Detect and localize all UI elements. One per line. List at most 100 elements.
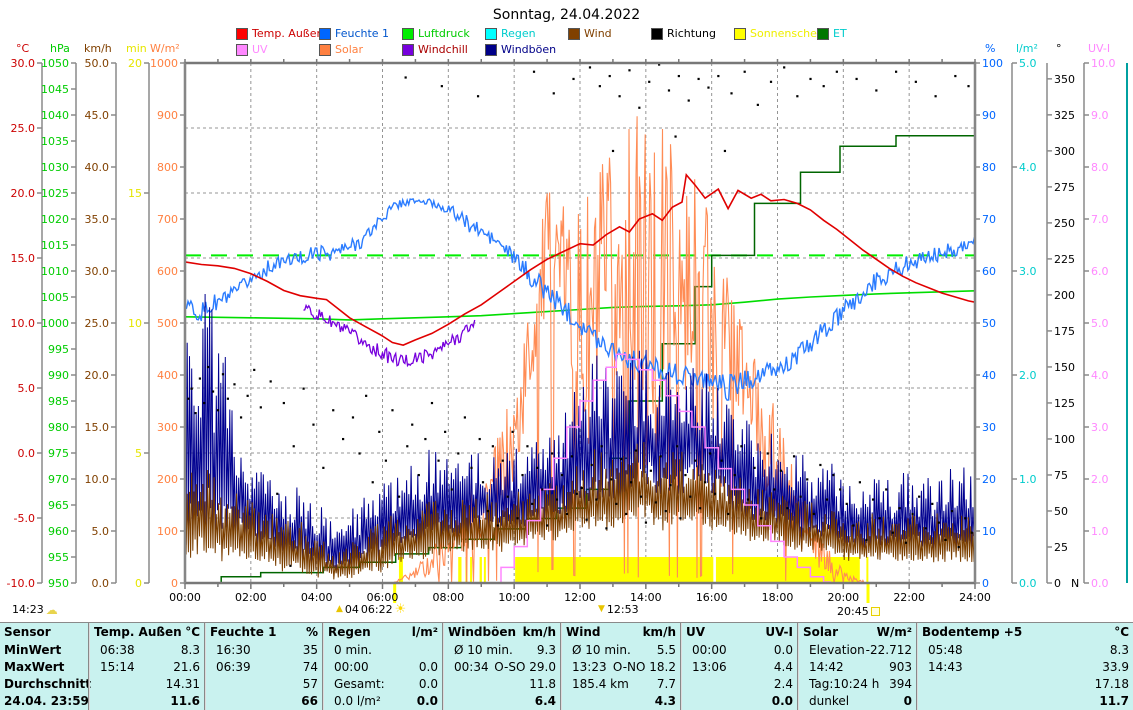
axis-tick-label: 50: [1054, 505, 1068, 518]
axis-unit-Wm: W/m²: [150, 42, 180, 55]
axis-tick-label: 5.0: [18, 382, 36, 395]
legend-item-et: ET: [817, 27, 847, 40]
axis-tick-label: 800: [157, 161, 178, 174]
axis-tick-label: 950: [48, 577, 69, 590]
axis-tick-label: 20.0: [11, 187, 36, 200]
axis-tick-label: 0: [982, 577, 989, 590]
axis-tick-label: 980: [48, 421, 69, 434]
legend-swatch-icon: [734, 27, 746, 40]
legend-label: Wind: [584, 27, 612, 40]
legend-label: Feuchte 1: [335, 27, 390, 40]
legend-item-solar: Solar: [319, 43, 363, 56]
page-title: Sonntag, 24.04.2022: [492, 7, 641, 23]
table-cell-row: 17.18: [1094, 677, 1129, 691]
axis-tick-label: 970: [48, 473, 69, 486]
table-row-label: Durchschnitt: [4, 677, 92, 691]
legend-swatch-icon: [319, 43, 331, 56]
axis-unit-°C: °C: [16, 42, 30, 55]
axis-tick-label: 35.0: [85, 213, 110, 226]
axis-tick-label: 80: [982, 161, 996, 174]
table-cell-row: 11.7: [1099, 694, 1129, 708]
axis-tick-label: 9.0: [1091, 109, 1109, 122]
sun-noon-annotation: ▼ 12:53: [598, 603, 639, 616]
table-cell-row: 06:39 74: [216, 660, 318, 674]
axis-tick-label: 0.0: [18, 447, 36, 460]
axis-tick-label: 1010: [41, 265, 69, 278]
axis-tick-label: 100: [982, 57, 1003, 70]
table-cell-row: 185.4 km 7.7: [572, 677, 676, 691]
axis-tick-label: 5.0: [1019, 57, 1037, 70]
x-tick-label: 02:00: [235, 591, 267, 604]
table-cell-row: 2.4: [773, 677, 793, 691]
axis-tick-label: 960: [48, 525, 69, 538]
axis-tick-label: 300: [157, 421, 178, 434]
axis-tick-label: 175: [1054, 325, 1075, 338]
table-cell-row: 13:23 O-NO 18.2: [572, 660, 676, 674]
axis-tick-label: 350: [1054, 73, 1075, 86]
table-cell-row: 13:06 4.4: [692, 660, 793, 674]
sunset-square-icon: [870, 607, 880, 616]
legend-item-richtung: Richtung: [651, 27, 716, 40]
axis-tick-label: 2.0: [1091, 473, 1109, 486]
table-cell-row: 0 min.: [334, 643, 372, 657]
axis-tick-label: 700: [157, 213, 178, 226]
table-column-uv: UV UV-I 00:00 0.0 13:06 4.4 2.4 0.0: [680, 623, 797, 710]
axis-tick-label: 500: [157, 317, 178, 330]
axis-tick-label: 90: [982, 109, 996, 122]
table-cell-row: 05:48 8.3: [928, 643, 1129, 657]
table-cell-row: Tag:10:24 h 394: [809, 677, 912, 691]
axis-tick-label: 0: [135, 577, 142, 590]
table-cell-row: 66: [301, 694, 318, 708]
axis-tick-label: 200: [157, 473, 178, 486]
legend-swatch-icon: [236, 43, 248, 56]
legend-label: Solar: [335, 43, 364, 56]
table-column-header: Wind km/h: [566, 625, 676, 639]
legend-swatch-icon: [568, 27, 580, 40]
moonset-annotation: 14:23 ☁: [12, 603, 58, 616]
table-cell-row: Gesamt: 0.0: [334, 677, 438, 691]
x-tick-label: 08:00: [432, 591, 464, 604]
axis-tick-label: -10.0: [7, 577, 35, 590]
axis-tick-label: 1030: [41, 161, 69, 174]
axis-tick-label: 0.0: [1019, 577, 1037, 590]
axis-tick-label: 8.0: [1091, 161, 1109, 174]
sunrise-time-label: 06:22: [360, 603, 393, 616]
axis-tick-label: 995: [48, 343, 69, 356]
legend-swatch-icon: [817, 27, 829, 40]
legend-swatch-icon: [402, 27, 414, 40]
table-cell-row: 16:30 35: [216, 643, 318, 657]
axis-tick-label: 15.0: [85, 421, 110, 434]
table-cell-row: 0.0 l/m² 0.0: [334, 694, 438, 708]
table-column-temp-au-en: Temp. Außen °C 06:38 8.3 15:14 21.6 14.31 11.6: [88, 623, 204, 710]
axis-tick-label: 1.0: [1019, 473, 1037, 486]
axis-tick-label: 250: [1054, 217, 1075, 230]
x-tick-label: 10:00: [498, 591, 530, 604]
axis-tick-label: 100: [157, 525, 178, 538]
table-column-bodentemp-5: Bodentemp +5 °C 05:48 8.3 14:43 33.9 17.18 11.7: [916, 623, 1133, 710]
axis-unit-lm: l/m²: [1016, 42, 1038, 55]
axis-tick-label: 15: [128, 187, 142, 200]
axis-tick-label: 3.0: [1019, 265, 1037, 278]
legend-item-wind: Wind: [568, 27, 612, 40]
axis-tick-label: 6.0: [1091, 265, 1109, 278]
axis-tick-label: 1.0: [1091, 525, 1109, 538]
axis-tick-label: 1045: [41, 83, 69, 96]
x-tick-label: 06:00: [367, 591, 399, 604]
legend-item-regen: Regen: [485, 27, 536, 40]
moon-time-label: 14:23: [12, 603, 44, 616]
axis-tick-label: 150: [1054, 361, 1075, 374]
axis-tick-label: 4.0: [1091, 369, 1109, 382]
axis-tick-label: 40.0: [85, 161, 110, 174]
table-cell-row: dunkel 0: [809, 694, 912, 708]
axis-tick-label: 600: [157, 265, 178, 278]
sunrise-annotation: ▲ 04 06:22 ☀: [336, 603, 406, 617]
axis-tick-label: 10.0: [11, 317, 36, 330]
table-row-labels-column: Sensor MinWert MaxWert Durchschnitt 24.04. 2…: [0, 623, 92, 710]
x-tick-label: 16:00: [696, 591, 728, 604]
legend-label: Luftdruck: [418, 27, 470, 40]
axis-tick-label: 20.0: [85, 369, 110, 382]
legend-item-feuchte-1: Feuchte 1: [319, 27, 389, 40]
axis-tick-label: 45.0: [85, 109, 110, 122]
x-tick-label: 24:00: [959, 591, 991, 604]
axis-tick-label: 10.0: [1091, 57, 1116, 70]
